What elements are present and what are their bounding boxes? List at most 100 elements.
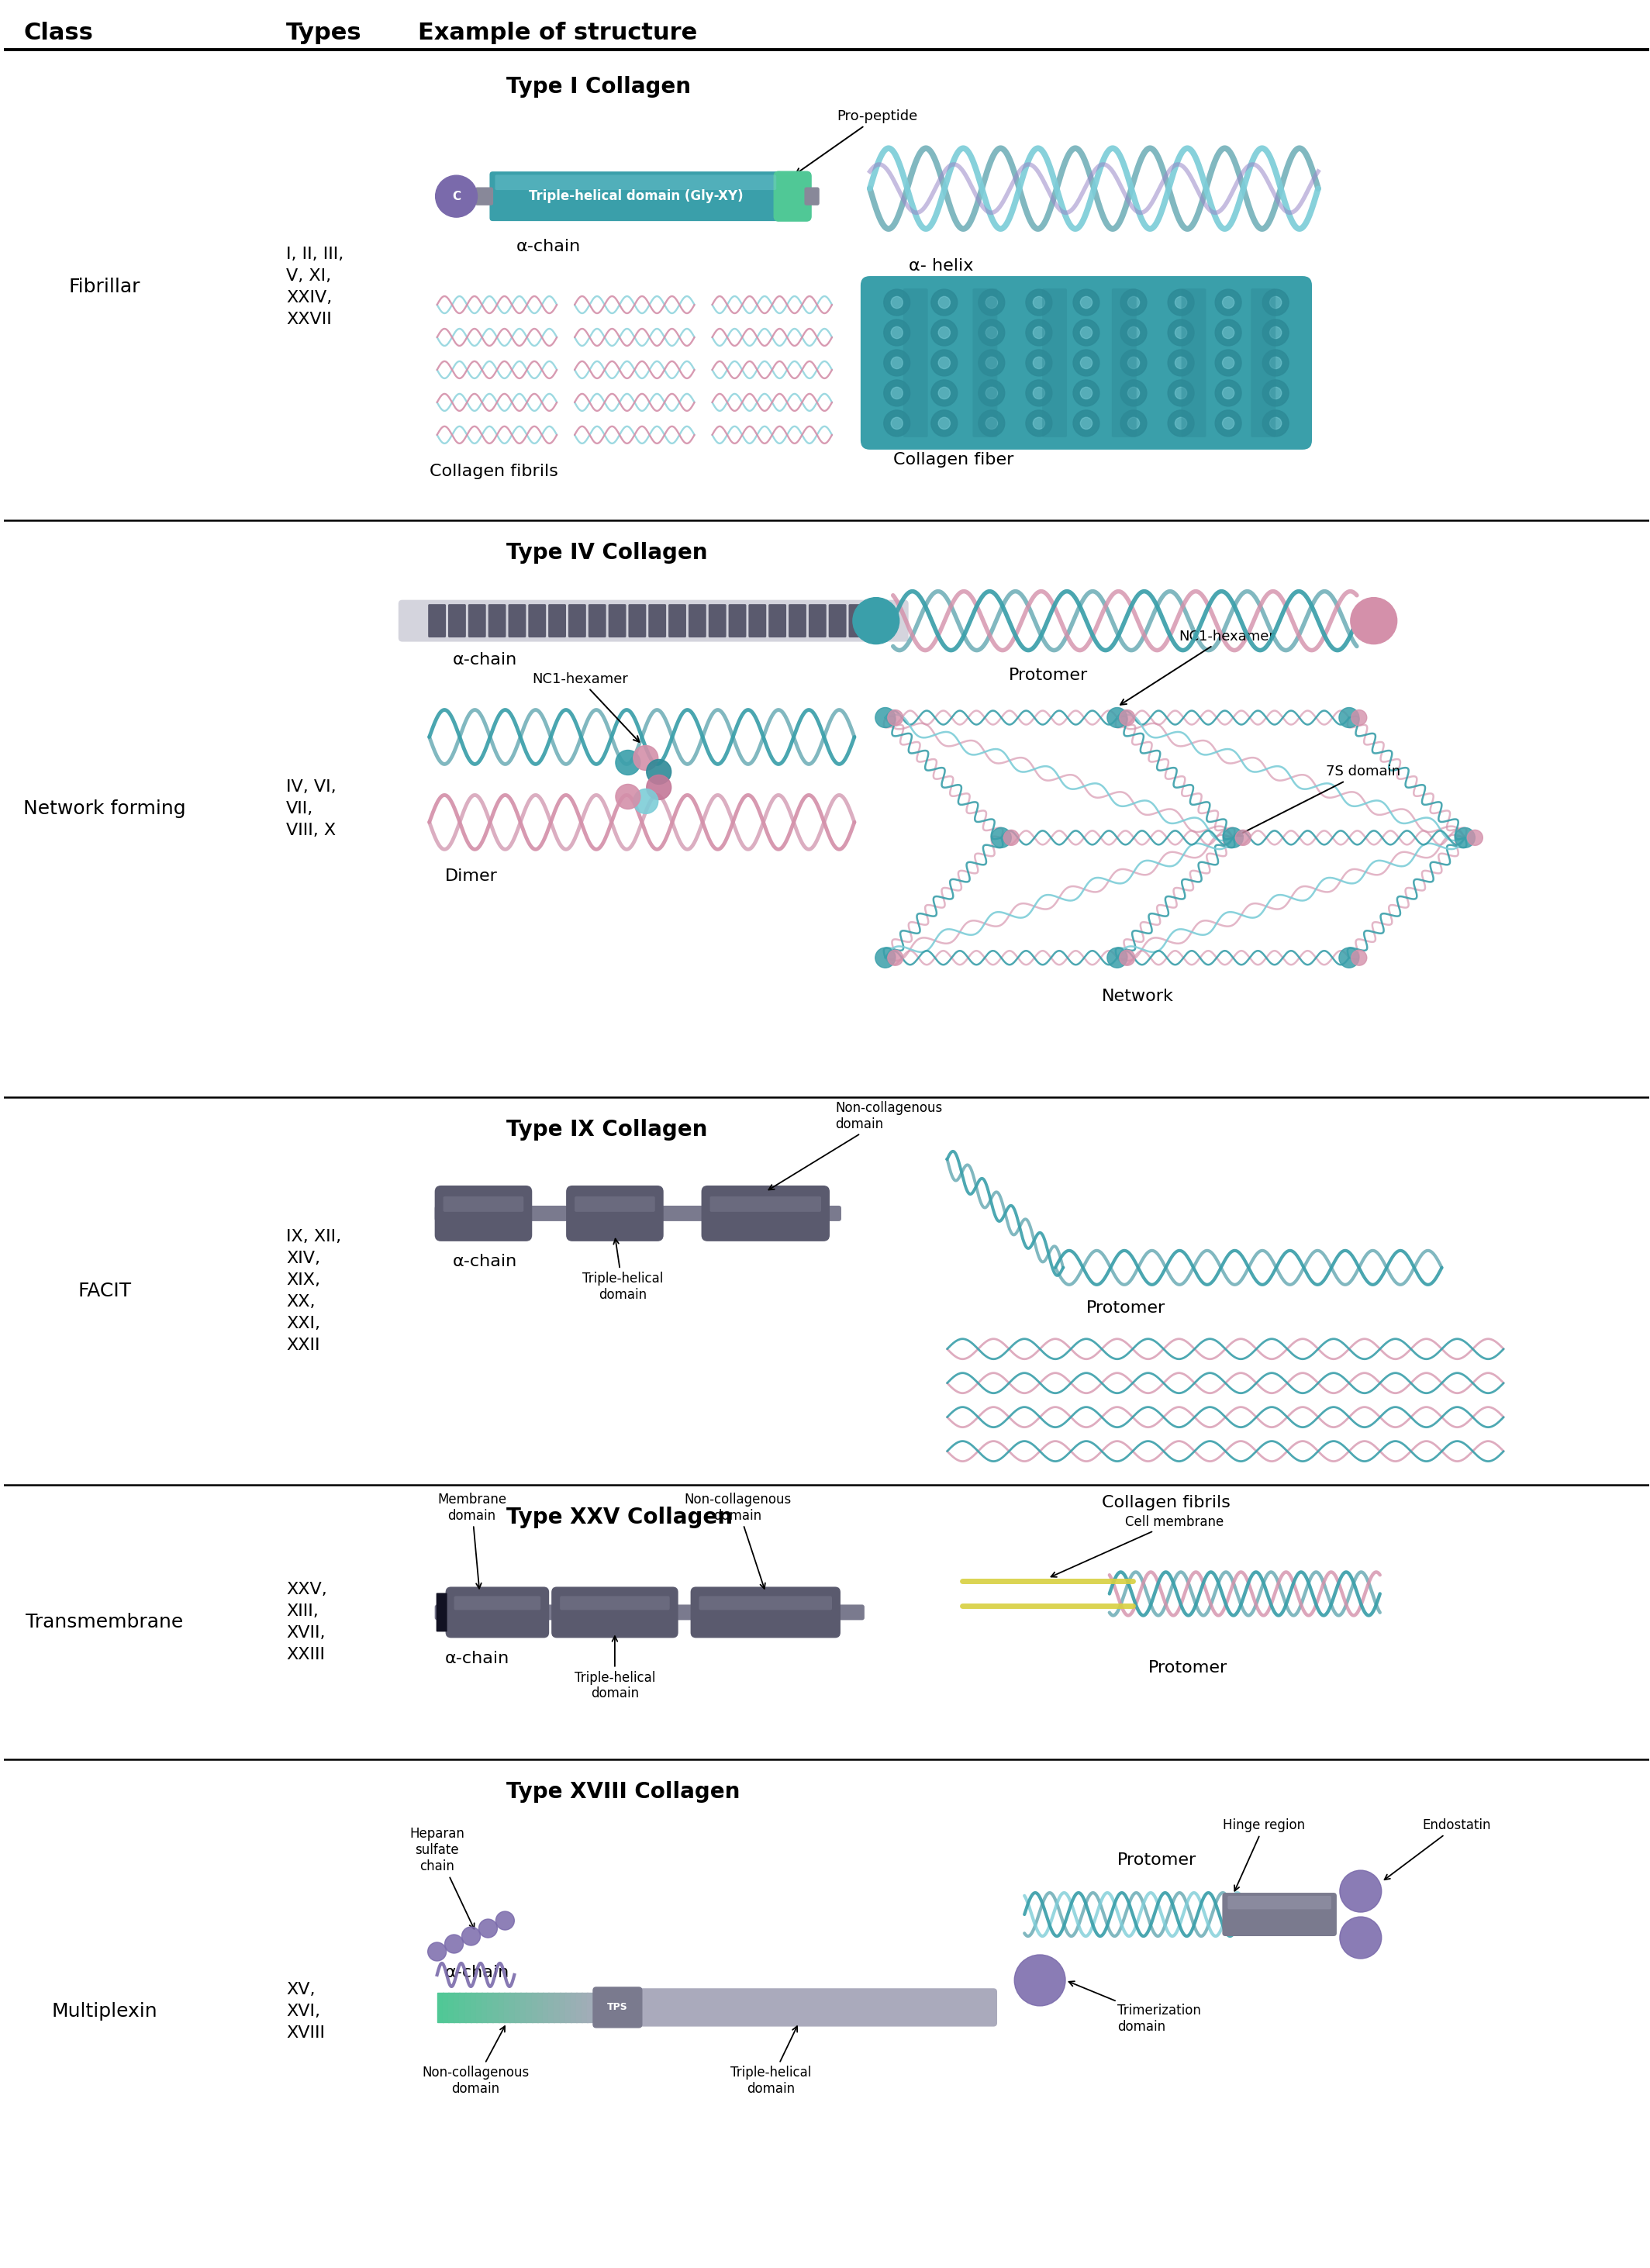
FancyBboxPatch shape <box>488 603 507 637</box>
FancyBboxPatch shape <box>548 1994 554 2023</box>
FancyBboxPatch shape <box>459 1994 465 2023</box>
Circle shape <box>1081 417 1092 429</box>
Circle shape <box>985 327 998 338</box>
FancyBboxPatch shape <box>554 1994 561 2023</box>
Circle shape <box>1262 320 1289 345</box>
Circle shape <box>495 1912 515 1930</box>
Circle shape <box>1081 388 1092 399</box>
Text: Type XXV Collagen: Type XXV Collagen <box>507 1506 733 1529</box>
Circle shape <box>1003 830 1020 846</box>
Circle shape <box>1236 830 1251 846</box>
Text: Triple-helical
domain: Triple-helical domain <box>731 2025 812 2096</box>
Text: α-chain: α-chain <box>446 1964 510 1980</box>
FancyBboxPatch shape <box>566 1186 663 1241</box>
FancyBboxPatch shape <box>490 172 782 220</box>
Circle shape <box>1033 356 1044 370</box>
Circle shape <box>1072 349 1099 376</box>
Circle shape <box>1270 297 1282 308</box>
Circle shape <box>931 411 957 435</box>
FancyBboxPatch shape <box>434 1603 865 1619</box>
FancyBboxPatch shape <box>454 1994 460 2023</box>
Circle shape <box>1168 320 1195 345</box>
Circle shape <box>891 297 903 308</box>
Circle shape <box>1168 379 1195 406</box>
FancyBboxPatch shape <box>805 188 818 204</box>
FancyBboxPatch shape <box>691 1588 840 1637</box>
Circle shape <box>634 746 658 771</box>
Text: Collagen fiber: Collagen fiber <box>893 451 1013 467</box>
FancyBboxPatch shape <box>903 288 927 438</box>
Text: C: C <box>452 191 460 202</box>
Circle shape <box>1120 320 1147 345</box>
Text: NC1-hexamer: NC1-hexamer <box>1120 628 1275 705</box>
Circle shape <box>891 327 903 338</box>
Text: Example of structure: Example of structure <box>417 23 696 45</box>
Text: Heparan
sulfate
chain: Heparan sulfate chain <box>409 1828 474 1928</box>
Circle shape <box>1340 1871 1381 1912</box>
Circle shape <box>1026 349 1053 376</box>
Text: Type IX Collagen: Type IX Collagen <box>507 1118 708 1141</box>
FancyBboxPatch shape <box>434 1186 531 1241</box>
Circle shape <box>1262 290 1289 315</box>
Circle shape <box>1455 828 1475 848</box>
Circle shape <box>1168 411 1195 435</box>
FancyBboxPatch shape <box>487 1994 493 2023</box>
FancyBboxPatch shape <box>526 1994 533 2023</box>
Circle shape <box>1351 596 1398 644</box>
Circle shape <box>978 411 1005 435</box>
Circle shape <box>1120 411 1147 435</box>
FancyBboxPatch shape <box>576 1994 582 2023</box>
Circle shape <box>884 349 911 376</box>
Circle shape <box>647 760 672 785</box>
FancyBboxPatch shape <box>592 1994 599 2023</box>
FancyBboxPatch shape <box>972 288 997 438</box>
Text: IV, VI,
VII,
VIII, X: IV, VI, VII, VIII, X <box>287 780 337 839</box>
FancyBboxPatch shape <box>571 1994 578 2023</box>
FancyBboxPatch shape <box>503 1994 510 2023</box>
Circle shape <box>1270 417 1282 429</box>
Text: α-chain: α-chain <box>446 1651 510 1667</box>
FancyBboxPatch shape <box>609 603 625 637</box>
FancyBboxPatch shape <box>548 603 566 637</box>
Text: Multiplexin: Multiplexin <box>51 2003 158 2021</box>
Circle shape <box>875 708 896 728</box>
FancyBboxPatch shape <box>599 1994 606 2023</box>
Circle shape <box>1072 320 1099 345</box>
Text: Dimer: Dimer <box>446 869 497 885</box>
Circle shape <box>978 349 1005 376</box>
Text: Trimerization
domain: Trimerization domain <box>1069 1982 1201 2034</box>
FancyBboxPatch shape <box>648 603 667 637</box>
Circle shape <box>992 828 1011 848</box>
Circle shape <box>1120 349 1147 376</box>
Circle shape <box>939 417 950 429</box>
FancyBboxPatch shape <box>470 1994 477 2023</box>
Text: Cell membrane: Cell membrane <box>1051 1515 1224 1576</box>
Circle shape <box>1351 710 1366 726</box>
Text: Collagen fibrils: Collagen fibrils <box>1102 1495 1231 1510</box>
Circle shape <box>1262 411 1289 435</box>
Text: Protomer: Protomer <box>1010 667 1089 683</box>
Circle shape <box>1072 290 1099 315</box>
FancyBboxPatch shape <box>493 1994 498 2023</box>
Circle shape <box>1223 356 1234 370</box>
Text: Pro-peptide: Pro-peptide <box>795 109 917 175</box>
Circle shape <box>1262 349 1289 376</box>
FancyBboxPatch shape <box>1043 288 1068 438</box>
Circle shape <box>891 356 903 370</box>
Text: Triple-helical domain (Gly-XY): Triple-helical domain (Gly-XY) <box>528 188 742 204</box>
Text: Fibrillar: Fibrillar <box>69 277 140 295</box>
Circle shape <box>1119 950 1135 966</box>
Circle shape <box>1223 828 1242 848</box>
Circle shape <box>615 751 640 776</box>
Text: Non-collagenous
domain: Non-collagenous domain <box>685 1492 792 1588</box>
Circle shape <box>1467 830 1483 846</box>
Circle shape <box>1270 388 1282 399</box>
Circle shape <box>478 1919 497 1937</box>
FancyBboxPatch shape <box>444 1195 523 1211</box>
Circle shape <box>985 356 998 370</box>
Circle shape <box>939 327 950 338</box>
Text: Protomer: Protomer <box>1148 1660 1228 1676</box>
FancyBboxPatch shape <box>574 1195 655 1211</box>
Circle shape <box>1107 708 1127 728</box>
FancyBboxPatch shape <box>1223 1894 1336 1937</box>
